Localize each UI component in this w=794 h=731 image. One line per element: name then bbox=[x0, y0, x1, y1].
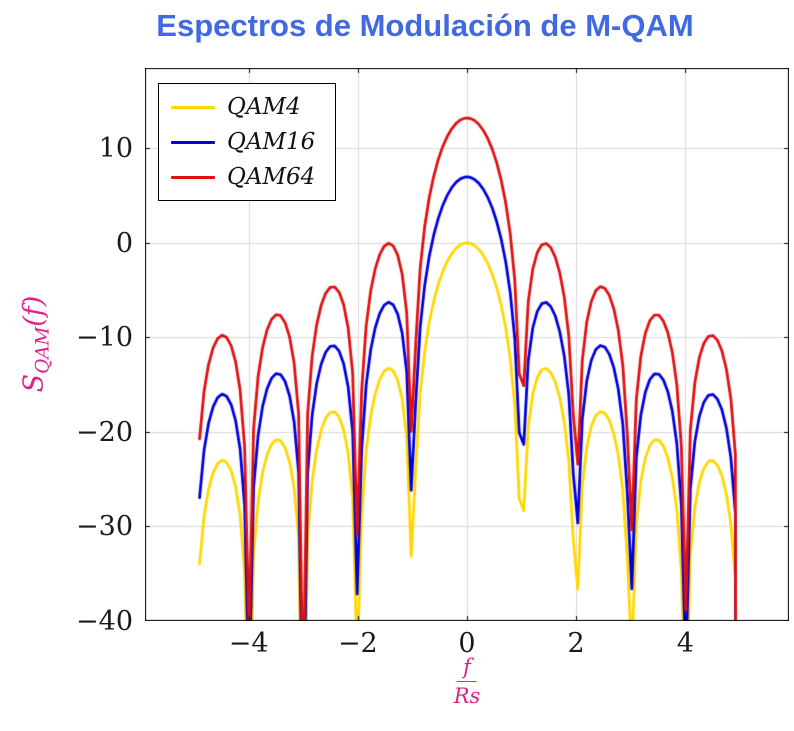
y-tick-label: −30 bbox=[76, 511, 133, 543]
x-tick-label: 0 bbox=[458, 628, 476, 659]
legend-line-swatch bbox=[171, 105, 215, 109]
legend-item: QAM64 bbox=[171, 164, 315, 190]
legend-line-swatch bbox=[171, 175, 215, 179]
y-tick-label: −10 bbox=[76, 322, 133, 354]
legend: QAM4 QAM16 QAM64 bbox=[158, 83, 337, 201]
plot-area: QAM4 QAM16 QAM64 bbox=[145, 68, 789, 621]
y-label-suffix: (f) bbox=[18, 295, 50, 327]
legend-label: QAM64 bbox=[227, 163, 316, 190]
y-axis-label: SQAM(f) bbox=[18, 296, 53, 393]
y-tick-label: 10 bbox=[98, 133, 133, 165]
x-tick-label: −2 bbox=[337, 628, 378, 659]
x-tick-label: 4 bbox=[676, 628, 694, 659]
legend-label: QAM16 bbox=[227, 128, 316, 155]
y-tick-label: −40 bbox=[76, 606, 133, 637]
x-axis-label: f Rs bbox=[454, 655, 481, 708]
x-label-denominator: Rs bbox=[453, 684, 481, 709]
y-label-subscript: QAM bbox=[32, 326, 54, 374]
x-tick-label: 2 bbox=[567, 628, 585, 659]
legend-line-swatch bbox=[171, 140, 215, 144]
y-label-base: S bbox=[18, 373, 50, 393]
x-label-numerator: f bbox=[457, 655, 477, 683]
x-label-fraction: f Rs bbox=[454, 655, 481, 708]
x-tick-label: −4 bbox=[228, 628, 269, 659]
y-tick-label: 0 bbox=[115, 227, 133, 259]
chart-title: Espectros de Modulación de M-QAM bbox=[156, 8, 694, 43]
legend-item: QAM4 bbox=[171, 94, 315, 120]
legend-label: QAM4 bbox=[227, 93, 301, 120]
legend-item: QAM16 bbox=[171, 129, 315, 155]
y-tick-label: −20 bbox=[76, 416, 133, 448]
